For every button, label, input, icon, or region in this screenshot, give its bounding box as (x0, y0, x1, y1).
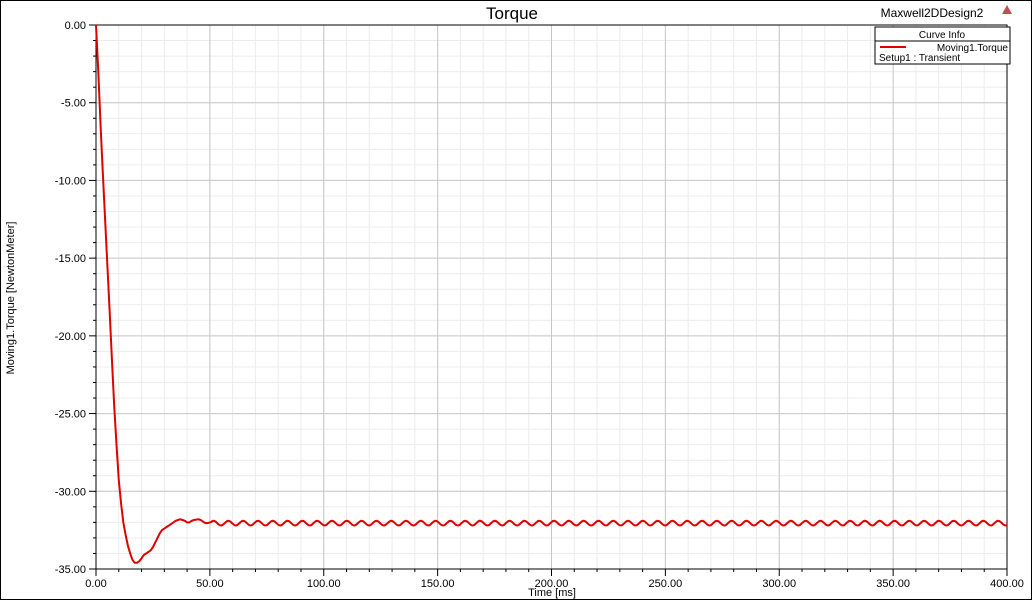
x-axis-label: Time [ms] (528, 587, 576, 599)
x-axis: 0.00 50.00 100.00 150.00 200.00 250.00 300.00 3… (85, 569, 1024, 590)
design-name: Maxwell2DDesign2 (881, 6, 984, 20)
y-tick-label: 0.00 (65, 20, 86, 32)
y-axis: 0.00 -5.00 -10.00 -15.00 -20.00 -25.00 -30.00 -… (55, 20, 96, 576)
x-tick-label: 350.00 (876, 578, 910, 590)
legend-title: Curve Info (919, 30, 966, 41)
y-tick-label: -20.00 (55, 331, 86, 343)
y-axis-label: Moving1.Torque [NewtonMeter] (5, 222, 17, 375)
x-tick-label: 400.00 (990, 578, 1024, 590)
y-tick-label: -35.00 (55, 564, 86, 576)
x-tick-label: 250.00 (649, 578, 683, 590)
y-tick-label: -10.00 (55, 175, 86, 187)
x-tick-label: 200.00 (535, 578, 569, 590)
y-tick-label: -30.00 (55, 486, 86, 498)
collapse-arrow-icon[interactable] (1002, 5, 1012, 14)
chart-title: Torque (486, 4, 538, 23)
x-tick-label: 150.00 (421, 578, 455, 590)
legend[interactable]: Curve Info Moving1.Torque Setup1 : Trans… (874, 26, 1011, 65)
x-tick-label: 100.00 (307, 578, 341, 590)
x-tick-label: 0.00 (85, 578, 106, 590)
legend-entry-name: Moving1.Torque (937, 43, 1009, 54)
y-tick-label: -15.00 (55, 253, 86, 265)
grid (95, 24, 1008, 570)
x-tick-label: 300.00 (762, 578, 796, 590)
y-tick-label: -5.00 (61, 98, 86, 110)
y-tick-label: -25.00 (55, 409, 86, 421)
legend-entry-setup: Setup1 : Transient (879, 53, 960, 64)
legend-box (874, 26, 1011, 65)
series-line-moving1-torque (95, 24, 1008, 564)
x-tick-label: 50.00 (196, 578, 224, 590)
